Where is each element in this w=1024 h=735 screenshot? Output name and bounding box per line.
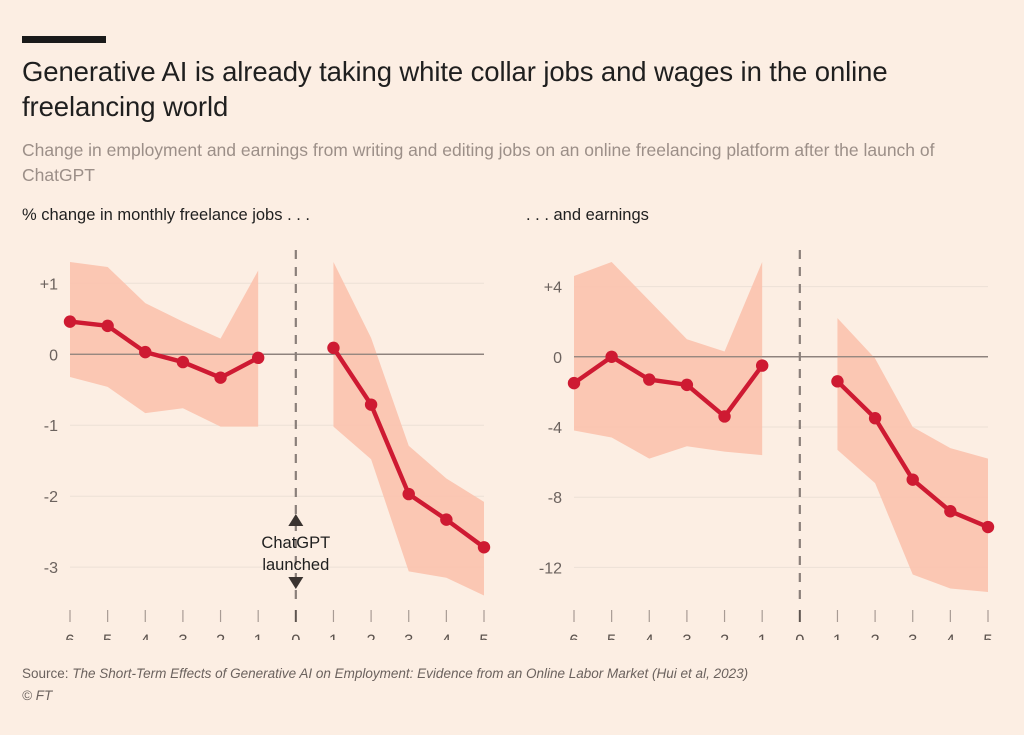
y-tick-label: 0 xyxy=(49,347,58,364)
data-point xyxy=(101,319,114,333)
y-tick-label: +4 xyxy=(544,280,562,297)
ft-top-rule xyxy=(22,36,106,43)
annotation-arrow-down-icon xyxy=(288,577,304,589)
ft-credit: © FT xyxy=(22,688,53,704)
x-tick-label: 4 xyxy=(946,632,955,640)
confidence-band xyxy=(333,262,484,596)
data-point xyxy=(680,378,694,392)
page-title: Generative AI is already taking white co… xyxy=(22,56,888,123)
y-tick-label: -2 xyxy=(44,489,58,506)
x-tick-label: 2 xyxy=(720,632,729,640)
chart-title-jobs: % change in monthly freelance jobs . . . xyxy=(22,206,310,224)
y-tick-label: +1 xyxy=(40,276,58,293)
confidence-band xyxy=(837,318,988,592)
x-tick-label: 6 xyxy=(569,632,578,640)
chart-footer: Source: The Short-Term Effects of Genera… xyxy=(22,664,748,707)
x-tick-label: 6 xyxy=(65,632,74,640)
y-tick-label: -3 xyxy=(44,560,58,577)
data-point xyxy=(440,513,453,526)
x-tick-label: 1 xyxy=(833,632,842,640)
annotation-line-1: ChatGPT xyxy=(261,534,330,552)
x-tick-label: 5 xyxy=(607,632,616,640)
data-point xyxy=(643,373,656,386)
page-subtitle: Change in employment and earnings from w… xyxy=(22,140,935,185)
x-tick-label: 5 xyxy=(983,632,992,640)
x-tick-label: 1 xyxy=(329,632,338,640)
annotation-arrow-up-icon xyxy=(288,514,304,526)
x-tick-label: 4 xyxy=(141,632,150,640)
source-title: The Short-Term Effects of Generative AI … xyxy=(72,666,749,681)
annotation-line-2: launched xyxy=(262,556,329,574)
data-point xyxy=(755,359,769,372)
x-tick-label: 3 xyxy=(178,632,187,640)
data-point xyxy=(139,345,152,359)
x-tick-label: 0 xyxy=(795,632,804,640)
chart-panel-earnings: . . . and earnings +4 0 -4 -8 -12 6 5 4 3 2 1 0 1 2 3 4… xyxy=(526,206,1006,640)
x-tick-label: 2 xyxy=(870,632,879,640)
confidence-band xyxy=(574,262,763,459)
series-line xyxy=(67,319,261,380)
data-point xyxy=(906,473,919,486)
series-line xyxy=(571,354,765,419)
data-point xyxy=(868,412,882,425)
y-tick-label: -4 xyxy=(548,420,562,437)
plot-area-jobs: +10-1-2-3ChatGPTlaunched654321012345Mont… xyxy=(22,240,492,640)
x-tick-label: 3 xyxy=(404,632,413,640)
data-point xyxy=(477,541,491,554)
data-point xyxy=(831,375,844,388)
data-point xyxy=(567,376,581,390)
x-tick-label: 5 xyxy=(479,632,488,640)
confidence-band xyxy=(70,262,259,427)
x-tick-label: 1 xyxy=(758,632,767,640)
x-tick-label: 3 xyxy=(908,632,917,640)
data-point xyxy=(214,371,227,384)
x-tick-label: 4 xyxy=(645,632,654,640)
x-tick-label: 3 xyxy=(682,632,691,640)
chart-svg-jobs: +10-1-2-3ChatGPTlaunched654321012345Mont… xyxy=(40,250,491,640)
y-tick-label: 0 xyxy=(553,350,562,367)
data-point xyxy=(944,505,957,518)
data-point xyxy=(364,398,378,411)
chart-title-earnings: . . . and earnings xyxy=(526,206,649,224)
x-tick-label: 0 xyxy=(291,632,300,640)
source-prefix: Source: xyxy=(22,666,73,681)
plot-area-earnings: +40-4-8-12654321012345Months before / si… xyxy=(526,240,996,640)
data-point xyxy=(605,350,618,363)
x-tick-label: 5 xyxy=(103,632,112,640)
data-point xyxy=(402,487,415,501)
y-tick-label: -8 xyxy=(548,490,562,507)
data-point xyxy=(63,315,77,328)
y-tick-label: -1 xyxy=(44,418,58,435)
chart-panel-jobs: % change in monthly freelance jobs . . .… xyxy=(22,206,502,640)
x-tick-label: 2 xyxy=(366,632,375,640)
chart-svg-earnings: +40-4-8-12654321012345Months before / si… xyxy=(539,250,995,640)
data-point xyxy=(327,341,340,355)
data-point xyxy=(718,410,731,423)
data-point xyxy=(251,351,265,365)
y-tick-label: -12 xyxy=(539,560,562,577)
data-point xyxy=(981,520,995,534)
x-tick-label: 1 xyxy=(254,632,263,640)
data-point xyxy=(176,355,190,369)
x-tick-label: 2 xyxy=(216,632,225,640)
x-tick-label: 4 xyxy=(442,632,451,640)
